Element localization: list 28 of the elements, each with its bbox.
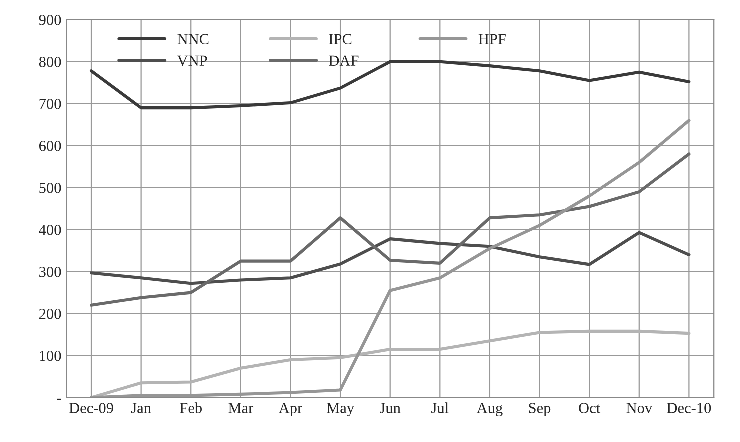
y-tick-label: 400 <box>39 224 62 236</box>
x-tick-label: Jul <box>432 402 449 414</box>
legend-label: VNP <box>177 56 208 66</box>
y-tick-label: 800 <box>39 57 62 68</box>
x-tick-label: Dec-10 <box>667 403 712 414</box>
y-tick-label: 100 <box>40 350 62 362</box>
x-tick-label: Jan <box>131 403 152 414</box>
x-tick-label: Mar <box>228 403 254 414</box>
x-tick-label: Nov <box>626 403 653 414</box>
legend-label: DAF <box>329 56 359 66</box>
x-tick-label: Apr <box>279 403 302 417</box>
x-tick-label: Sep <box>529 403 551 417</box>
x-tick-label: Feb <box>180 402 202 414</box>
x-tick-label: Aug <box>476 403 503 417</box>
y-tick-label: 700 <box>40 99 62 110</box>
y-tick-label: - <box>57 398 62 400</box>
y-tick-label: 600 <box>39 141 62 152</box>
x-tick-label: Jun <box>380 403 401 414</box>
y-tick-label: 500 <box>40 182 62 194</box>
y-tick-label: 200 <box>39 308 62 320</box>
legend-label: NNC <box>178 34 209 44</box>
y-tick-label: 900 <box>39 15 62 26</box>
legend-label: IPC <box>329 34 352 44</box>
x-tick-label: May <box>326 403 354 417</box>
x-tick-label: Dec-09 <box>69 403 114 414</box>
x-tick-label: Oct <box>579 403 601 414</box>
legend-label: HPF <box>478 34 506 44</box>
y-tick-label: 300 <box>40 266 62 278</box>
